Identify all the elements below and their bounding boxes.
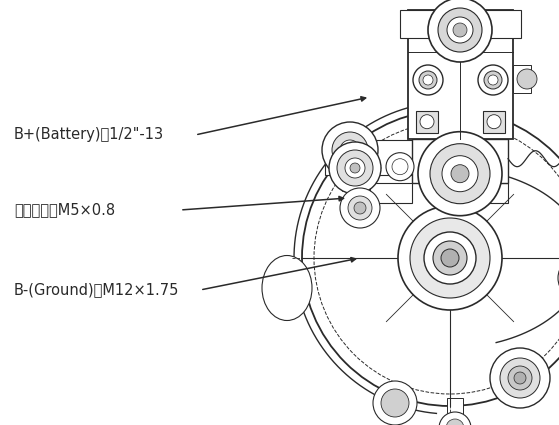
Circle shape <box>348 196 372 220</box>
Circle shape <box>381 389 409 417</box>
Circle shape <box>484 71 502 89</box>
Circle shape <box>413 65 443 95</box>
Circle shape <box>446 419 464 425</box>
Polygon shape <box>370 183 412 203</box>
Circle shape <box>430 144 490 204</box>
Circle shape <box>373 381 417 425</box>
Circle shape <box>340 140 360 160</box>
Circle shape <box>322 122 378 178</box>
Circle shape <box>442 156 478 192</box>
Circle shape <box>451 165 469 183</box>
Circle shape <box>488 75 498 85</box>
Circle shape <box>487 115 501 129</box>
Circle shape <box>386 153 414 181</box>
Bar <box>513 65 531 93</box>
Text: B-(Ground)：M12×1.75: B-(Ground)：M12×1.75 <box>14 283 179 297</box>
Bar <box>454 178 466 190</box>
Circle shape <box>558 256 559 300</box>
Circle shape <box>410 218 490 298</box>
Circle shape <box>420 115 434 129</box>
Circle shape <box>490 348 550 408</box>
Text: B+(Battery)：1/2"-13: B+(Battery)：1/2"-13 <box>14 128 164 142</box>
Circle shape <box>500 358 540 398</box>
Circle shape <box>423 75 433 85</box>
Circle shape <box>345 158 365 178</box>
Circle shape <box>350 163 360 173</box>
Text: 电磁开关：M5×0.8: 电磁开关：M5×0.8 <box>14 202 115 218</box>
Circle shape <box>438 8 482 52</box>
Circle shape <box>478 65 508 95</box>
Circle shape <box>447 17 473 43</box>
Circle shape <box>514 372 526 384</box>
Polygon shape <box>480 183 508 203</box>
Circle shape <box>398 206 502 310</box>
Circle shape <box>354 202 366 214</box>
Circle shape <box>517 69 537 89</box>
Circle shape <box>424 232 476 284</box>
Circle shape <box>332 132 368 168</box>
Bar <box>408 10 513 139</box>
Circle shape <box>337 150 373 186</box>
Circle shape <box>418 132 502 216</box>
Bar <box>483 110 505 133</box>
Circle shape <box>340 188 380 228</box>
Bar <box>412 139 508 183</box>
Circle shape <box>392 159 408 175</box>
Circle shape <box>419 71 437 89</box>
Bar <box>447 398 463 425</box>
Bar <box>325 140 425 175</box>
Ellipse shape <box>262 255 312 320</box>
Circle shape <box>329 142 381 194</box>
Circle shape <box>428 0 492 62</box>
Circle shape <box>302 110 559 406</box>
Circle shape <box>453 23 467 37</box>
Circle shape <box>433 241 467 275</box>
Circle shape <box>441 249 459 267</box>
Circle shape <box>508 366 532 390</box>
Circle shape <box>439 412 471 425</box>
Bar <box>400 10 521 38</box>
Bar <box>416 110 438 133</box>
